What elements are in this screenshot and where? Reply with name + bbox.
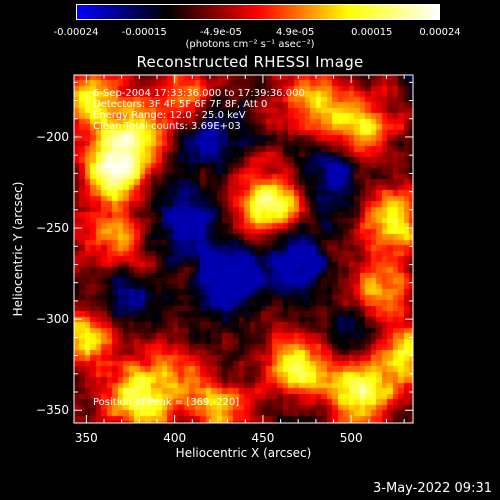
x-tick-label: 400 xyxy=(163,431,186,445)
annotation-clean-counts: Clean Total counts: 3.69E+03 xyxy=(93,121,241,132)
annotation-time-range: 6-Sep-2004 17:33:36.000 to 17:39:36.000 xyxy=(93,88,305,99)
y-tick-label: −250 xyxy=(36,221,69,235)
x-tick-label: 500 xyxy=(340,431,363,445)
plot-axes: 350 400 450 500 −200 −250 −300 −350 xyxy=(36,74,414,445)
colorbar-tick-label: -4.9e-05 xyxy=(199,27,242,38)
colorbar-tick-label: -0.00024 xyxy=(53,27,99,38)
colorbar-tick-label: -0.00015 xyxy=(121,27,167,38)
timestamp: 3-May-2022 09:31 xyxy=(373,481,492,496)
colorbar-tick-label: 4.9e-05 xyxy=(275,27,315,38)
colorbar-unit-label: (photons cm⁻² s⁻¹ asec⁻²) xyxy=(185,39,315,50)
annotation-detectors: Detectors: 3F 4F 5F 6F 7F 8F, Att 0 xyxy=(93,99,268,110)
y-tick-label: −350 xyxy=(36,403,69,417)
y-tick-label: −200 xyxy=(36,130,69,144)
x-tick-label: 350 xyxy=(75,431,98,445)
y-tick-label: −300 xyxy=(36,312,69,326)
colorbar-tick-label: 0.00015 xyxy=(351,27,393,38)
peak-position-label: Position of Peak = [369,-220] xyxy=(93,397,240,408)
chart-title: Reconstructed RHESSI Image xyxy=(136,53,364,71)
colorbar xyxy=(76,4,440,20)
x-tick-label: 450 xyxy=(251,431,274,445)
plot-frame xyxy=(73,74,414,424)
colorbar-tick-label: 0.00024 xyxy=(419,27,461,38)
annotation-energy-range: Energy Range: 12.0 - 25.0 keV xyxy=(93,110,246,121)
heatmap-image xyxy=(74,75,413,423)
y-axis-label: Heliocentric Y (arcsec) xyxy=(11,181,25,317)
x-axis-label: Heliocentric X (arcsec) xyxy=(175,446,312,460)
